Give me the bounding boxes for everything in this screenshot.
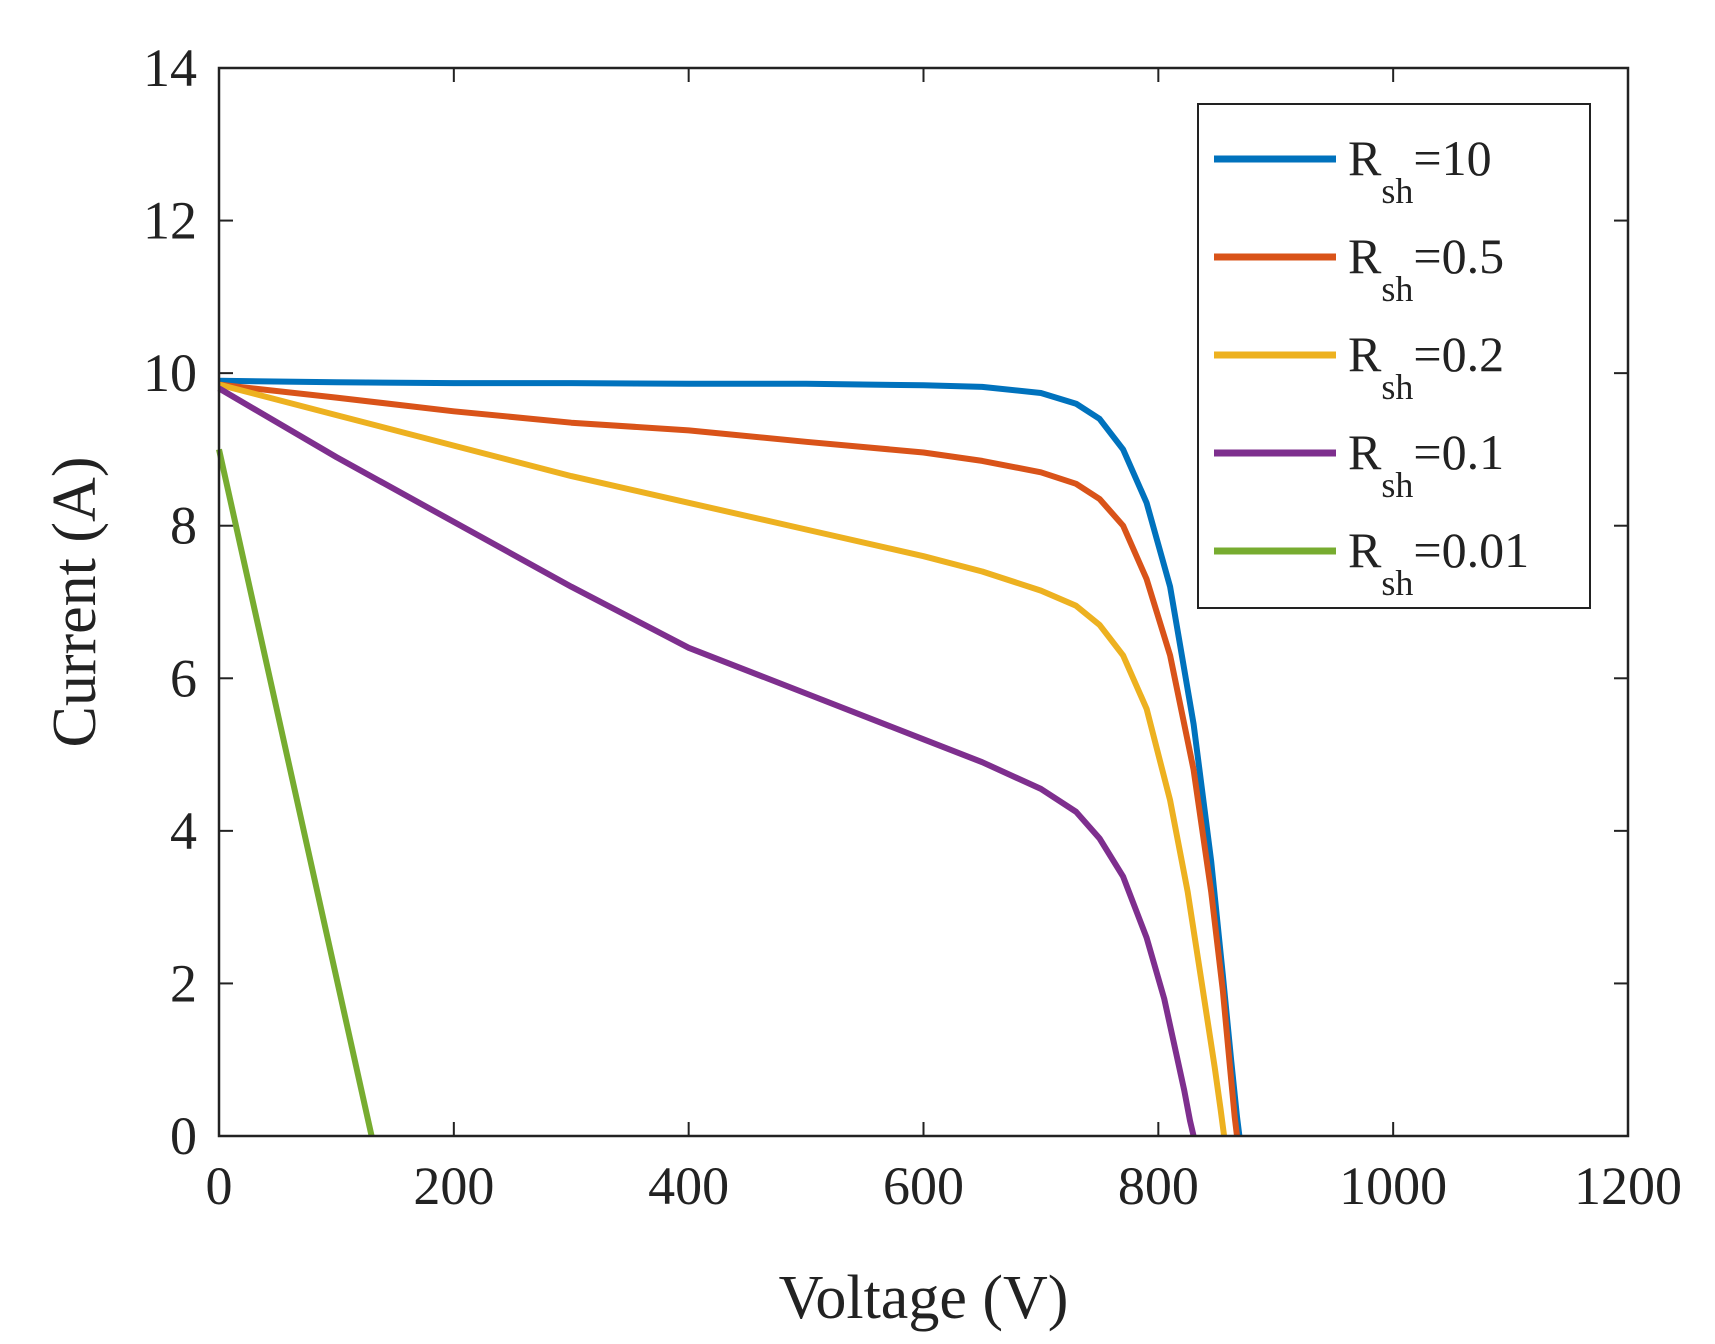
legend-label-sub: sh: [1381, 367, 1413, 407]
series-line-2: [218, 381, 1240, 1137]
legend-label-sub: sh: [1381, 563, 1413, 603]
legend-label-sub: sh: [1381, 171, 1413, 211]
x-tick-label: 600: [883, 1156, 964, 1216]
x-tick-label: 800: [1118, 1156, 1199, 1216]
legend-label-main: R: [1348, 130, 1382, 186]
legend-item-2: Rsh=0.5: [1214, 228, 1504, 309]
y-tick-label: 10: [143, 343, 197, 403]
y-axis-ticks: 0 2 4 6 8 10 12 14: [143, 38, 1628, 1166]
legend-item-1: Rsh=10: [1214, 130, 1492, 211]
y-axis-title: Current (A): [41, 457, 109, 748]
legend-label: Rsh=0.2: [1348, 326, 1504, 407]
y-tick-label: 0: [170, 1106, 197, 1166]
legend-item-4: Rsh=0.1: [1214, 424, 1504, 505]
plot-series: [216, 377, 1243, 1137]
y-tick-label: 6: [170, 648, 197, 708]
x-tick-label: 200: [413, 1156, 494, 1216]
y-tick-label: 8: [170, 496, 197, 556]
legend-item-5: Rsh=0.01: [1214, 522, 1529, 603]
y-tick-label: 14: [143, 38, 197, 98]
legend-label: Rsh=0.5: [1348, 228, 1504, 309]
legend-label-value: =0.5: [1413, 228, 1504, 284]
legend-label: Rsh=0.1: [1348, 424, 1504, 505]
series-line-1: [218, 377, 1243, 1137]
legend-label-main: R: [1348, 228, 1382, 284]
legend-item-3: Rsh=0.2: [1214, 326, 1504, 407]
legend-label-sub: sh: [1381, 465, 1413, 505]
legend-label: Rsh=10: [1348, 130, 1492, 211]
x-tick-label: 1200: [1574, 1156, 1682, 1216]
legend-label-value: =0.2: [1413, 326, 1504, 382]
legend-label-main: R: [1348, 522, 1382, 578]
legend-label-value: =0.01: [1413, 522, 1529, 578]
x-tick-label: 1000: [1339, 1156, 1447, 1216]
y-tick-label: 4: [170, 801, 197, 861]
x-tick-label: 0: [206, 1156, 233, 1216]
legend-label-main: R: [1348, 326, 1382, 382]
legend-label-main: R: [1348, 424, 1382, 480]
legend-label-value: =10: [1413, 130, 1491, 186]
legend-label-sub: sh: [1381, 269, 1413, 309]
series-line-5: [216, 448, 375, 1137]
y-tick-label: 2: [170, 953, 197, 1013]
legend-label-value: =0.1: [1413, 424, 1504, 480]
x-tick-label: 400: [648, 1156, 729, 1216]
x-axis-ticks: 0 200 400 600 800 1000 1200: [206, 68, 1682, 1216]
y-tick-label: 12: [143, 191, 197, 251]
x-axis-title: Voltage (V): [779, 1264, 1069, 1332]
series-line-4: [217, 385, 1197, 1137]
series-line-3: [218, 381, 1228, 1137]
legend-label: Rsh=0.01: [1348, 522, 1529, 603]
plot-area-frame: [217, 66, 1630, 1138]
